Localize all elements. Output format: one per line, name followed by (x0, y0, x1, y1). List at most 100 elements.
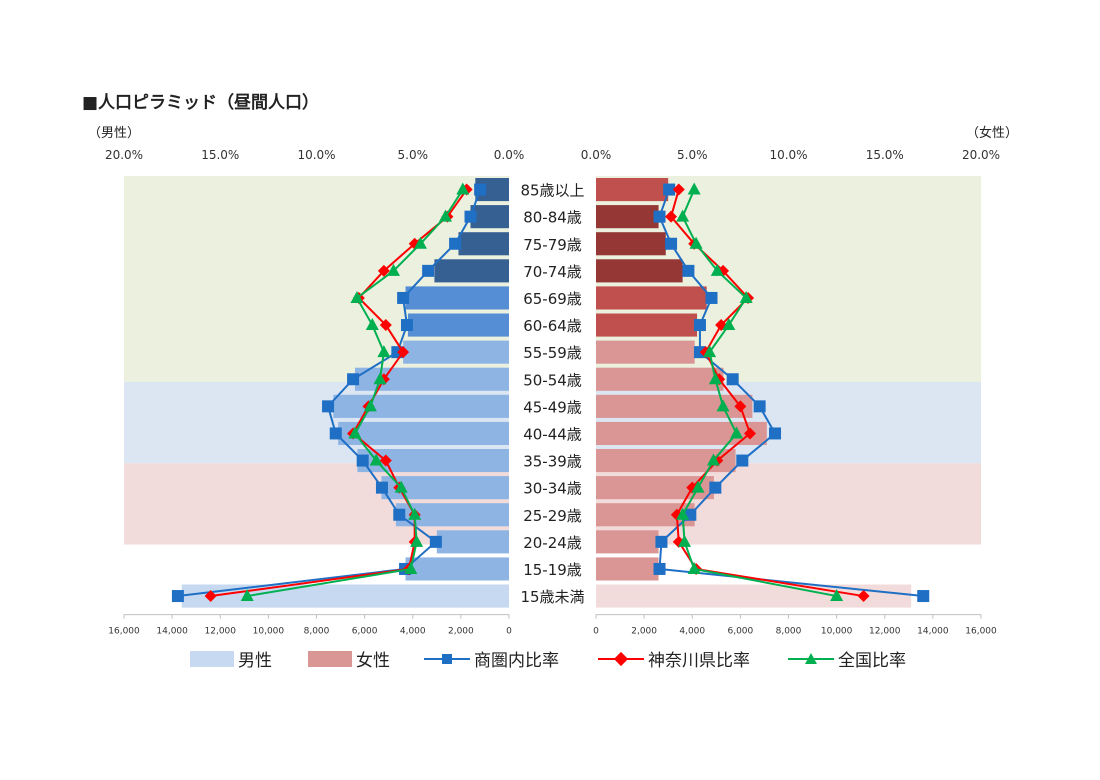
national-ratio-point-male (363, 399, 377, 412)
trade-area-ratio-point-male (393, 508, 406, 521)
male-bar (381, 476, 509, 500)
legend-swatch (190, 650, 234, 667)
population-pyramid-chart: 85歳以上 80-84歳 75-79歳 70-74歳 65-69歳 60-64歳 55-59… (105, 148, 1000, 637)
national-ratio-point-male (413, 236, 427, 249)
male-bar (357, 449, 509, 473)
count-tick-right: 16,000 (965, 627, 997, 637)
kanagawa-ratio-point-female (857, 590, 870, 603)
trade-area-ratio-point-female (917, 590, 930, 603)
male-bar (403, 340, 509, 364)
trade-area-ratio-point-male (429, 535, 442, 548)
trade-area-ratio-point-male (400, 319, 413, 332)
female-bar (596, 449, 736, 473)
age-category-label: 35-39歳 (523, 453, 582, 471)
kanagawa-ratio-line-female (669, 189, 864, 598)
trade-area-ratio-point-male (171, 590, 184, 603)
page-title: ■人口ピラミッド（昼間人口） (82, 93, 320, 113)
female-side-label: （女性） (966, 126, 1019, 141)
national-ratio-point-male (365, 318, 379, 331)
male-bar (458, 232, 509, 256)
trade-area-ratio-point-male (356, 454, 369, 467)
national-ratio-point-female (710, 263, 724, 276)
female-bar (596, 421, 767, 445)
age-category-label: 80-84歳 (523, 209, 582, 227)
national-ratio-point-male (377, 345, 391, 358)
kanagawa-ratio-point-male (379, 454, 392, 467)
age-category-label: 15歳未満 (520, 588, 584, 606)
kanagawa-ratio-point-male (377, 264, 390, 277)
male-bar (405, 557, 509, 581)
national-ratio-point-male (394, 480, 408, 493)
trade-area-ratio-point-male (464, 210, 477, 223)
trade-area-ratio-point-female (653, 210, 666, 223)
percent-tick-left: 15.0% (201, 148, 239, 162)
trade-area-ratio-point-male (449, 237, 462, 250)
female-bar (596, 205, 659, 229)
count-tick-left: 0 (506, 627, 512, 637)
national-ratio-point-male (373, 372, 387, 385)
legend-item: 神奈川県比率 (598, 646, 750, 671)
trade-area-ratio-point-female (653, 562, 666, 575)
percent-tick-left: 20.0% (105, 148, 143, 162)
trade-area-ratio-point-female (682, 264, 695, 277)
national-ratio-point-male (456, 182, 470, 195)
percent-tick-right: 15.0% (866, 148, 904, 162)
legend-line-sample (424, 651, 470, 667)
count-tick-right: 14,000 (917, 627, 949, 637)
trade-area-ratio-point-female (705, 291, 718, 304)
male-bar (407, 313, 509, 337)
count-tick-right: 4,000 (679, 627, 705, 637)
percent-tick-right: 10.0% (769, 148, 807, 162)
legend-label: 商圏内比率 (474, 651, 559, 671)
male-bar (436, 530, 509, 554)
kanagawa-ratio-point-female (665, 210, 678, 223)
trade-area-ratio-point-female (665, 237, 678, 250)
legend-item: 女性 (308, 646, 390, 671)
trade-area-ratio-point-male (474, 183, 487, 196)
age-category-label: 40-44歳 (523, 425, 582, 443)
count-tick-left: 8,000 (304, 627, 330, 637)
age-category-label: 45-49歳 (523, 398, 582, 416)
kanagawa-ratio-point-male (397, 346, 410, 359)
female-bar (596, 557, 659, 581)
age-category-label: 30-34歳 (523, 480, 582, 498)
national-ratio-point-male (408, 507, 422, 520)
male-bar (405, 286, 509, 310)
count-tick-left: 16,000 (108, 627, 140, 637)
female-bar (596, 340, 695, 364)
male-bar (470, 205, 509, 229)
kanagawa-ratio-point-female (734, 400, 747, 413)
national-ratio-point-male (348, 426, 362, 439)
male-bar (181, 584, 509, 608)
male-side-label: （男性） (88, 126, 141, 141)
trade-area-ratio-point-male (329, 427, 342, 440)
age-category-label: 15-19歳 (523, 561, 582, 579)
percent-tick-left: 10.0% (297, 148, 335, 162)
national-ratio-point-female (676, 209, 690, 222)
age-category-label: 70-74歳 (523, 263, 582, 281)
age-category-label: 65-69歳 (523, 290, 582, 308)
legend-item: 男性 (190, 646, 272, 671)
national-ratio-line-male (247, 189, 464, 598)
national-ratio-point-female (716, 399, 730, 412)
kanagawa-ratio-point-female (744, 427, 756, 440)
national-ratio-point-female (678, 534, 692, 547)
trade-area-ratio-point-female (663, 183, 676, 196)
count-tick-right: 2,000 (631, 627, 657, 637)
legend-label: 全国比率 (838, 651, 906, 671)
national-ratio-point-male (387, 263, 400, 276)
legend-line-sample (788, 651, 834, 667)
count-tick-left: 10,000 (253, 627, 285, 637)
legend-label: 女性 (356, 651, 390, 671)
count-tick-left: 2,000 (448, 627, 474, 637)
percent-tick-right: 20.0% (962, 148, 1000, 162)
female-bar (596, 286, 707, 310)
female-bar (596, 476, 714, 500)
national-ratio-point-female (691, 480, 705, 493)
trade-area-ratio-point-male (422, 264, 435, 277)
national-ratio-point-male (350, 290, 364, 303)
trade-area-ratio-point-male (322, 400, 335, 413)
trade-area-ratio-point-female (693, 319, 706, 332)
age-category-label: 25-29歳 (523, 507, 582, 525)
trade-area-ratio-line-male (177, 189, 482, 598)
